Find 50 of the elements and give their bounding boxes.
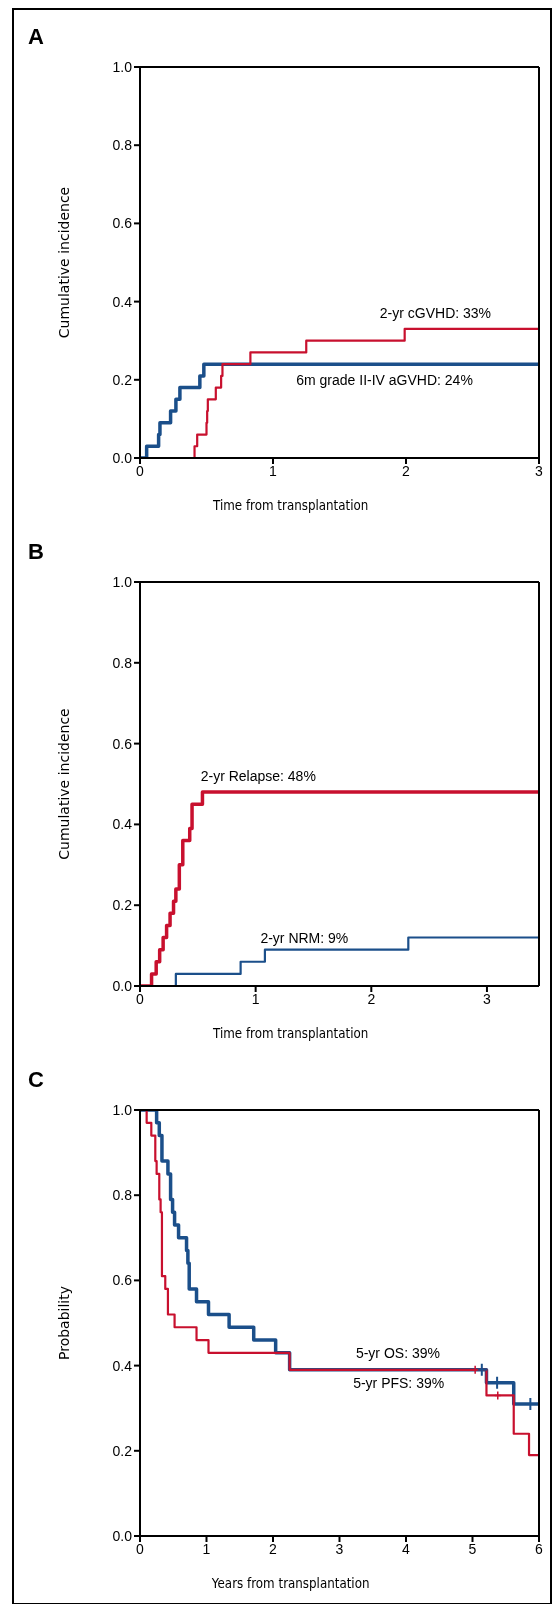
y-tick-label: 0.6	[112, 1272, 133, 1289]
y-tick-label: 0.2	[112, 1442, 133, 1459]
annotation: 5-yr PFS: 39%	[353, 1375, 445, 1392]
x-tick-label: 1	[202, 1540, 211, 1557]
y-tick-label: 0.8	[112, 654, 133, 671]
y-tick-label: 0.4	[112, 293, 133, 310]
y-tick-label: 0.4	[112, 816, 133, 833]
y-tick-label: 0.0	[112, 1527, 133, 1544]
annotation: 2-yr Relapse: 48%	[200, 767, 316, 784]
y-tick-label: 0.2	[112, 371, 133, 388]
y-tick-label: 0.4	[112, 1357, 133, 1374]
y-axis-title: Cumulative incidence	[55, 708, 72, 860]
chart-title: A	[28, 24, 44, 50]
x-tick-label: 2	[367, 990, 376, 1007]
y-tick-label: 0.8	[112, 1187, 133, 1204]
annotation: 5-yr OS: 39%	[355, 1345, 440, 1362]
x-tick-label: 6	[535, 1540, 544, 1557]
point	[494, 1390, 502, 1401]
annotation: 2-yr NRM: 9%	[260, 929, 349, 946]
y-axis-title: Cumulative incidence	[55, 186, 72, 339]
y-tick-label: 0.6	[112, 215, 133, 232]
chart-title: B	[28, 539, 44, 565]
annotation: 2-yr cGVHD: 33%	[379, 305, 492, 322]
x-tick-label: 2	[269, 1540, 278, 1557]
y-tick-label: 0.6	[112, 735, 133, 752]
x-axis-title: Years from transplantation	[210, 1575, 370, 1592]
y-axis-title: Probability	[55, 1285, 72, 1361]
chart-title: C	[28, 1067, 44, 1093]
y-tick-label: 0.0	[112, 977, 133, 994]
x-tick-label: 3	[335, 1540, 344, 1557]
x-tick-label: 2	[402, 462, 411, 479]
x-tick-label: 0	[136, 990, 145, 1007]
x-tick-label: 1	[269, 462, 278, 479]
x-tick-label: 4	[402, 1540, 411, 1557]
annotation: 6m grade II-IV aGVHD: 24%	[296, 371, 473, 388]
x-axis-title: Time from transplantation	[212, 497, 369, 514]
x-tick-label: 3	[535, 462, 544, 479]
x-axis-title: Time from transplantation	[212, 1025, 369, 1042]
x-tick-label: 0	[136, 1540, 145, 1557]
x-tick-label: 1	[251, 990, 260, 1007]
y-tick-label: 1.0	[112, 1101, 133, 1118]
y-tick-label: 0.8	[112, 137, 133, 154]
y-tick-label: 1.0	[112, 58, 133, 75]
x-tick-label: 3	[483, 990, 492, 1007]
x-tick-label: 0	[136, 462, 145, 479]
y-tick-label: 1.0	[112, 573, 133, 590]
y-tick-label: 0.2	[112, 897, 133, 914]
point	[475, 1362, 488, 1377]
x-tick-label: 5	[468, 1540, 477, 1557]
y-tick-label: 0.0	[112, 449, 133, 466]
